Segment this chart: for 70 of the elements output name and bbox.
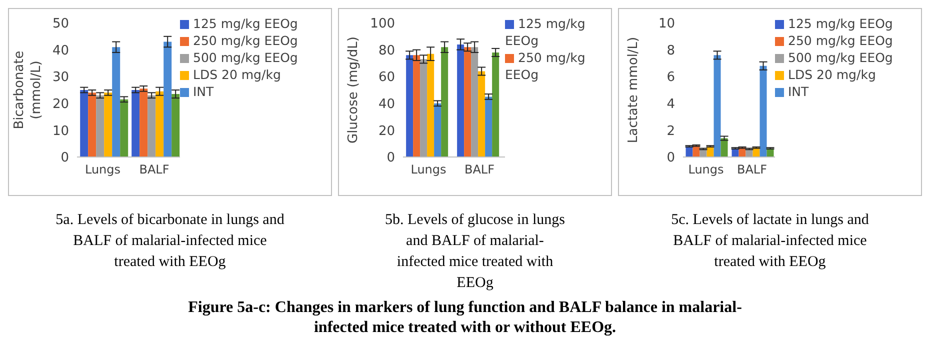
bar [80,90,88,157]
y-tick-label: 0 [386,150,395,166]
bar [112,47,120,157]
y-tick-label: 60 [378,70,395,86]
bar [464,47,472,157]
bar [413,55,420,157]
bar [457,44,464,157]
y-tick-label: 40 [52,43,69,58]
y-tick-label: 80 [378,43,395,58]
bar [140,88,148,157]
y-axis-title: Bicarbonate (mmol/L) [12,50,44,130]
legend-label: INT [788,84,809,99]
bar [427,54,434,157]
bar [148,95,156,157]
y-tick-label: 20 [378,124,395,139]
bar [441,47,448,157]
bar [96,95,104,157]
y-tick-label: 6 [666,70,675,86]
bar [132,90,140,157]
bar [720,138,728,157]
x-tick-label: Lungs [688,162,724,177]
text: 5c. Levels of lactate in lungs and BALF of malarial-infected mice treated with EEOg [670,211,870,272]
bar [156,91,164,157]
y-tick-label: 0 [60,150,69,166]
x-tick-label: BALF [736,162,768,177]
legend-label: 500 mg/kg EEOg [788,50,893,65]
bar [492,52,500,157]
bar [406,55,414,157]
y-tick-label: 0 [666,150,675,166]
caption: Figure 5a-c: Changes in markers of lung function and BALF balance in malarial-infected mice treated with or without EEOg. [187,298,743,338]
x-tick-label: Lungs [410,162,446,177]
bar [120,99,128,157]
bar [485,96,492,157]
legend-label: 125 mg/kg EEOg [193,16,298,31]
y-tick-label: 2 [666,124,675,139]
legend-label: LDS 20 mg/kg [788,67,876,82]
x-tick-label: BALF [464,162,495,177]
bar [434,103,442,157]
y-tick-label: 30 [52,70,69,86]
y-tick-label: 10 [658,16,675,32]
text: 5a. Levels of bicarbonate in lungs and BALF of malarial-infected mice treated with EEOg [54,211,286,272]
y-tick-label: 10 [52,124,69,139]
bar [760,66,767,157]
y-tick-label: 100 [370,16,395,32]
bar [172,94,180,157]
bar [471,47,478,157]
legend-label: 250 mg/kg EEOg [193,33,298,48]
y-tick-label: 50 [52,16,69,32]
x-tick-label: Lungs [84,162,121,177]
y-tick-label: 40 [378,97,395,112]
legend-label: 125 mg/kg EEOg [505,16,586,48]
bar [478,71,486,157]
y-tick-label: 8 [666,43,675,58]
bar [164,42,172,157]
y-tick-label: 4 [666,97,675,112]
bar [104,92,112,157]
text: 5b. Levels of glucose in lungs and BALF of malarial-infected mice treated with EEOg [384,211,566,293]
legend-label: INT [193,84,214,99]
legend-label: 250 mg/kg EEOg [505,50,586,82]
legend-label: 250 mg/kg EEOg [788,33,893,48]
legend-label: LDS 20 mg/kg [193,67,281,82]
legend-label: 500 mg/kg EEOg [193,50,298,65]
bar [420,59,428,157]
y-tick-label: 20 [52,97,69,112]
x-tick-label: BALF [139,162,170,177]
legend-label: 125 mg/kg EEOg [788,16,893,31]
bar [88,92,96,157]
bar [714,55,721,157]
y-axis-title: Lactate mmol/L) [626,36,641,144]
y-axis-title: Glucose (mg/dL) [346,36,361,144]
